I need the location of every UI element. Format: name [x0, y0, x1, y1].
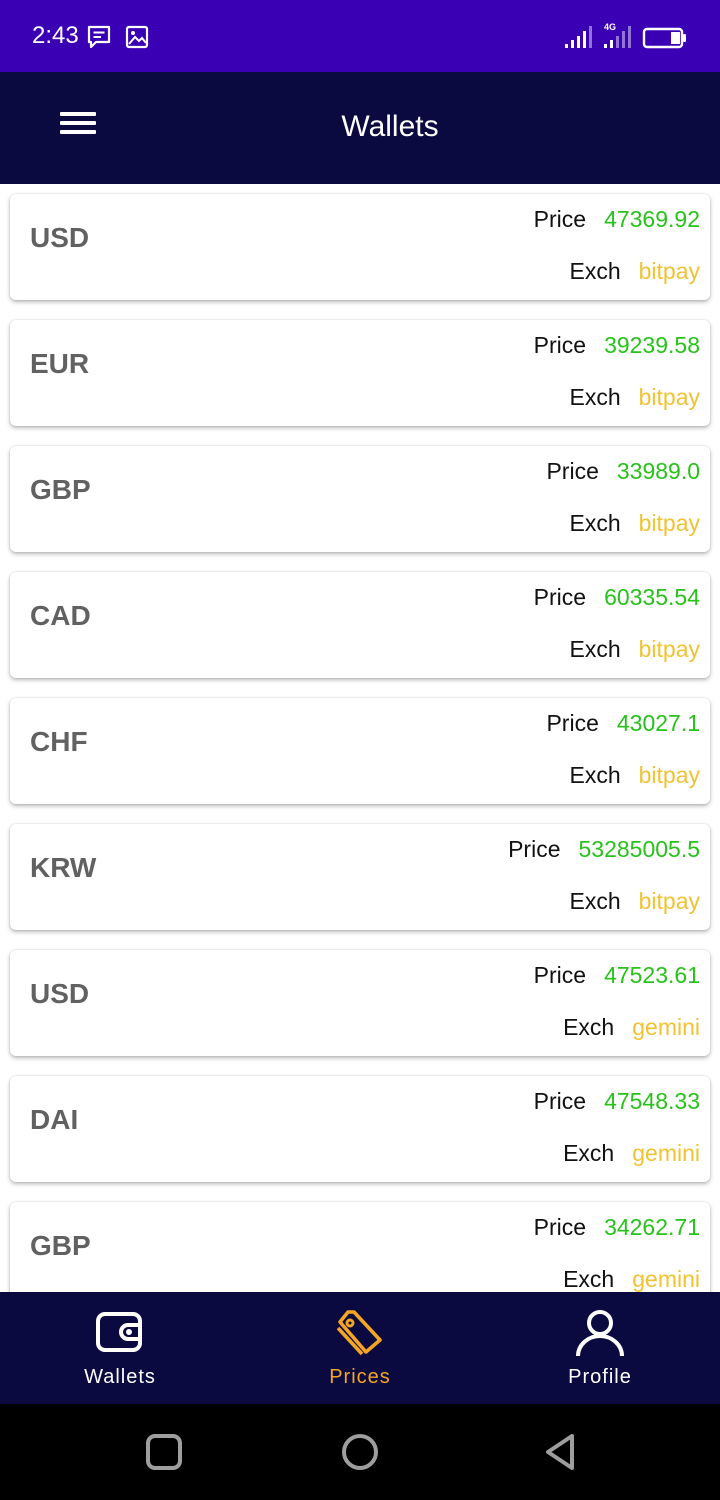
exch-label: Exch: [569, 888, 621, 914]
home-icon[interactable]: [340, 1432, 380, 1472]
battery-icon: [642, 27, 686, 49]
wallet-card[interactable]: GBP Price 34262.71 Exch gemini: [10, 1202, 710, 1292]
wallet-list[interactable]: USD Price 47369.92 Exch bitpay EUR Price 39…: [0, 184, 720, 1292]
nav-label-wallets: Wallets: [84, 1366, 156, 1388]
exchange-value: bitpay: [638, 636, 700, 662]
svg-text:4G: 4G: [604, 22, 616, 32]
wallet-card[interactable]: CHF Price 43027.1 Exch bitpay: [10, 698, 710, 804]
currency-code: CHF: [30, 726, 88, 757]
exch-label: Exch: [569, 636, 621, 662]
nav-profile[interactable]: Profile: [480, 1292, 720, 1404]
page-title: Wallets: [341, 110, 439, 143]
currency-code: GBP: [30, 1230, 91, 1261]
wallet-card[interactable]: GBP Price 33989.0 Exch bitpay: [10, 446, 710, 552]
currency-code: GBP: [30, 474, 91, 505]
exchange-value: bitpay: [638, 510, 700, 536]
currency-code: CAD: [30, 600, 91, 631]
exch-label: Exch: [569, 258, 621, 284]
wallet-card[interactable]: USD Price 47369.92 Exch bitpay: [10, 194, 710, 300]
exchange-value: bitpay: [638, 762, 700, 788]
price-tag-icon: [336, 1310, 382, 1356]
recent-apps-icon[interactable]: [144, 1432, 184, 1472]
back-icon[interactable]: [540, 1432, 580, 1472]
price-label: Price: [533, 332, 587, 358]
price-value: 53285005.5: [578, 836, 700, 862]
price-label: Price: [546, 458, 599, 484]
currency-code: USD: [30, 978, 90, 1009]
price-label: Price: [533, 962, 587, 988]
exch-label: Exch: [569, 384, 621, 410]
exch-label: Exch: [563, 1266, 615, 1292]
wallet-card[interactable]: USD Price 47523.61 Exch gemini: [10, 950, 710, 1056]
price-label: Price: [533, 1214, 587, 1240]
wallet-icon: [96, 1312, 142, 1352]
image-icon: [125, 25, 149, 49]
price-label: Price: [508, 836, 561, 862]
exchange-value: gemini: [632, 1140, 700, 1166]
bottom-nav: Wallets Prices Profile: [0, 1292, 720, 1404]
nav-label-profile: Profile: [568, 1366, 632, 1388]
exchange-value: bitpay: [638, 384, 700, 410]
price-label: Price: [546, 710, 599, 736]
price-value: 33989.0: [616, 458, 700, 484]
status-time: 2:43: [32, 22, 79, 49]
price-label: Price: [533, 206, 587, 232]
currency-code: EUR: [30, 348, 90, 379]
price-label: Price: [533, 1088, 587, 1114]
price-value: 39239.58: [604, 332, 700, 358]
4g-signal-icon: 4G: [604, 22, 631, 48]
exchange-value: gemini: [632, 1266, 700, 1292]
app-bar: Wallets: [0, 72, 720, 184]
price-label: Price: [533, 584, 587, 610]
price-value: 43027.1: [616, 710, 700, 736]
wallet-card[interactable]: CAD Price 60335.54 Exch bitpay: [10, 572, 710, 678]
exchange-value: bitpay: [638, 888, 700, 914]
exch-label: Exch: [569, 510, 621, 536]
nav-label-prices: Prices: [329, 1366, 391, 1388]
price-value: 47523.61: [604, 962, 700, 988]
message-icon: [87, 25, 111, 49]
price-value: 34262.71: [604, 1214, 700, 1240]
currency-code: DAI: [30, 1104, 79, 1135]
hamburger-menu-icon[interactable]: [56, 108, 100, 148]
currency-code: KRW: [30, 852, 97, 883]
nav-prices[interactable]: Prices: [240, 1292, 480, 1404]
price-value: 47548.33: [604, 1088, 700, 1114]
exch-label: Exch: [563, 1014, 615, 1040]
price-value: 60335.54: [604, 584, 700, 610]
exch-label: Exch: [563, 1140, 615, 1166]
system-nav: [0, 1404, 720, 1500]
exchange-value: bitpay: [638, 258, 700, 284]
exchange-value: gemini: [632, 1014, 700, 1040]
wallet-card[interactable]: EUR Price 39239.58 Exch bitpay: [10, 320, 710, 426]
signal-icon: [565, 26, 592, 48]
status-bar: 2:43 4G: [0, 0, 720, 72]
user-icon: [576, 1310, 624, 1356]
wallet-card[interactable]: KRW Price 53285005.5 Exch bitpay: [10, 824, 710, 930]
exch-label: Exch: [569, 762, 621, 788]
currency-code: USD: [30, 222, 90, 253]
wallet-card[interactable]: DAI Price 47548.33 Exch gemini: [10, 1076, 710, 1182]
price-value: 47369.92: [604, 206, 700, 232]
nav-wallets[interactable]: Wallets: [0, 1292, 240, 1404]
